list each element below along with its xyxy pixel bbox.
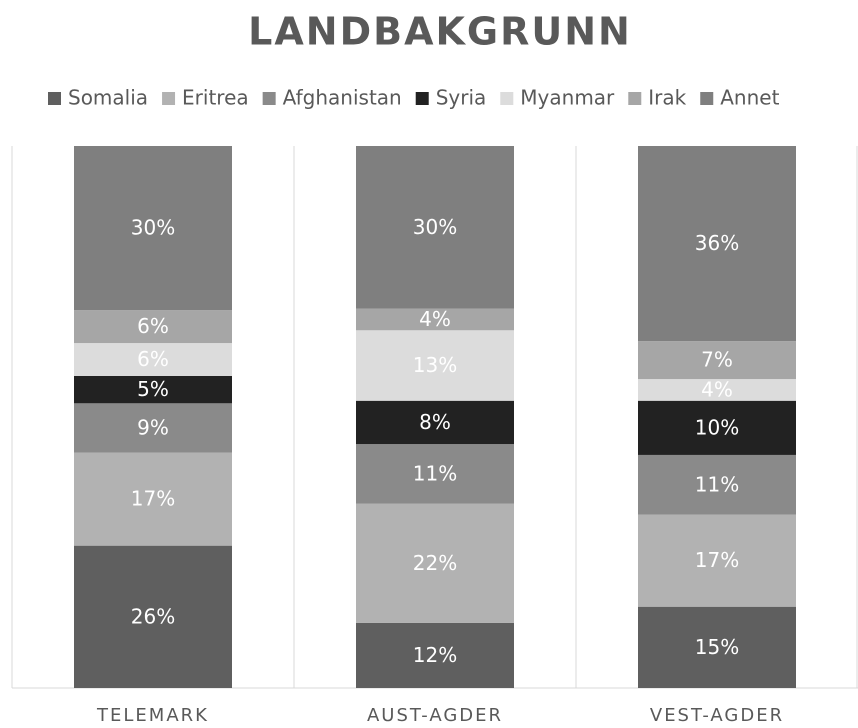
bar-segment [638, 606, 796, 688]
bar-segment [638, 454, 796, 515]
bar-segment [356, 503, 514, 623]
data-label: 11% [413, 461, 457, 485]
data-label: 12% [413, 643, 457, 667]
legend-label: Afghanistan [283, 86, 402, 110]
data-label: 4% [419, 307, 451, 331]
bar-segment [638, 146, 796, 342]
legend-swatch [262, 92, 276, 105]
legend-swatch [162, 92, 176, 105]
data-label: 15% [695, 635, 739, 659]
bar-segment [638, 400, 796, 455]
bar-segment [74, 403, 232, 453]
bar-segment [356, 622, 514, 688]
data-label: 4% [701, 377, 733, 401]
data-label: 17% [695, 548, 739, 572]
data-label: 8% [419, 410, 451, 434]
data-label: 26% [131, 604, 175, 628]
bar-segment [638, 514, 796, 607]
legend-label: Annet [720, 86, 779, 110]
chart-title: LANDBAKGRUNN [248, 10, 632, 54]
bar-segment [638, 379, 796, 401]
bar-segment [356, 444, 514, 504]
bar-segment [356, 400, 514, 445]
data-label: 6% [137, 314, 169, 338]
legend-label: Syria [436, 86, 487, 110]
data-label: 30% [131, 216, 175, 240]
bar-segment [74, 452, 232, 546]
data-label: 36% [695, 231, 739, 255]
legend-label: Myanmar [520, 86, 615, 110]
legend-swatch [415, 92, 429, 105]
data-label: 10% [695, 415, 739, 439]
data-label: 17% [131, 487, 175, 511]
bar-segment [356, 308, 514, 331]
bar-segment [74, 310, 232, 344]
x-tick-label: VEST-AGDER [650, 705, 784, 726]
data-label: 7% [701, 348, 733, 372]
data-label: 11% [695, 472, 739, 496]
legend-label: Eritrea [182, 86, 249, 110]
x-tick-label: TELEMARK [96, 705, 209, 726]
legend-swatch [700, 92, 714, 105]
bar-segment [74, 146, 232, 311]
legend-swatch [500, 92, 514, 105]
data-label: 9% [137, 415, 169, 439]
data-label: 6% [137, 347, 169, 371]
data-label: 5% [137, 377, 169, 401]
legend-swatch [628, 92, 642, 105]
bar-segment [74, 375, 232, 404]
bar-segment [74, 545, 232, 688]
x-tick-label: AUST-AGDER [367, 705, 503, 726]
bar-segment [356, 330, 514, 401]
legend-label: Irak [648, 86, 686, 110]
data-label: 30% [413, 215, 457, 239]
bar-segment [74, 343, 232, 376]
legend-swatch [48, 92, 61, 105]
data-label: 13% [413, 353, 457, 377]
data-label: 22% [413, 551, 457, 575]
bar-segment [356, 146, 514, 309]
legend-label: Somalia [68, 86, 148, 110]
bar-segment [638, 341, 796, 380]
